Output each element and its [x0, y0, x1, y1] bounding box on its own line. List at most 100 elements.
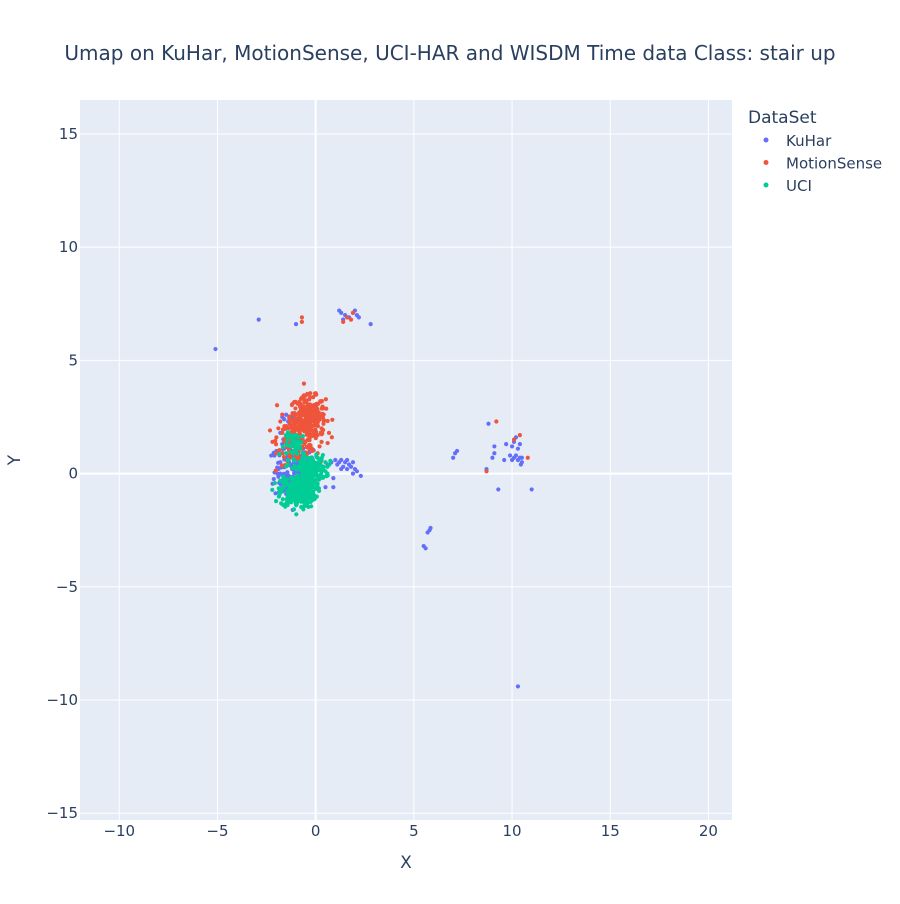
uci-point: [297, 459, 303, 464]
kuhar-point: [507, 453, 513, 458]
uci-point: [289, 437, 295, 442]
motionsense-point: [280, 412, 285, 417]
motionsense-point: [279, 463, 284, 468]
uci-point: [323, 460, 328, 465]
motionsense-point: [274, 403, 280, 408]
kuhar-point: [515, 684, 521, 689]
uci-point: [312, 494, 318, 499]
uci-point: [301, 474, 306, 479]
motionsense-point: [309, 424, 314, 430]
motionsense-point: [306, 406, 311, 412]
motionsense-point: [311, 402, 317, 408]
motionsense-point: [307, 403, 312, 408]
uci-point: [270, 487, 275, 492]
uci-point: [289, 487, 294, 492]
uci-point: [280, 444, 286, 450]
kuhar-point: [504, 442, 509, 447]
motionsense-point: [329, 435, 334, 440]
uci-point: [292, 458, 297, 463]
plot-area: [80, 100, 732, 820]
motionsense-point: [525, 455, 530, 460]
kuhar-point: [256, 317, 261, 322]
uci-point: [276, 486, 281, 491]
motionsense-point: [287, 414, 292, 419]
motionsense-point: [307, 435, 312, 440]
uci-point: [285, 489, 290, 494]
uci-point: [303, 502, 308, 507]
uci-point: [301, 461, 306, 466]
uci-point: [315, 455, 320, 460]
motionsense-point: [303, 424, 308, 429]
legend-label: MotionSense: [786, 155, 882, 173]
uci-point: [316, 486, 321, 491]
kuhar-point: [513, 453, 519, 458]
motionsense-point: [274, 435, 279, 440]
uci-point: [321, 464, 326, 469]
motionsense-point: [313, 411, 318, 417]
motionsense-point: [300, 427, 305, 432]
motionsense-point: [325, 440, 330, 446]
kuhar-point: [278, 471, 283, 476]
uci-point: [305, 455, 310, 460]
kuhar-point: [344, 457, 350, 463]
motionsense-point: [321, 412, 326, 417]
motionsense-point: [308, 391, 313, 396]
legend-title: DataSet: [748, 108, 817, 128]
motionsense-point: [319, 406, 324, 411]
uci-point: [294, 501, 300, 506]
uci-point: [299, 504, 304, 510]
motionsense-point: [273, 442, 279, 447]
uci-point: [289, 496, 294, 502]
motionsense-point: [293, 399, 298, 405]
kuhar-point: [368, 322, 373, 327]
kuhar-point: [331, 485, 336, 490]
motionsense-point: [511, 437, 517, 442]
y-axis-title: Y: [5, 454, 25, 466]
motionsense-point: [302, 419, 307, 424]
uci-point: [302, 481, 307, 486]
kuhar-point: [339, 457, 344, 463]
motionsense-point: [299, 319, 305, 324]
uci-point: [317, 462, 322, 467]
uci-point: [291, 448, 297, 454]
uci-point: [311, 489, 316, 494]
motionsense-point: [297, 428, 302, 433]
kuhar-point: [517, 442, 523, 447]
motionsense-point: [276, 426, 281, 431]
uci-point: [300, 434, 306, 439]
uci-point: [315, 466, 320, 472]
kuhar-point: [348, 464, 354, 469]
legend-marker: [763, 182, 769, 188]
kuhar-point: [492, 451, 497, 456]
legend-label: KuHar: [786, 132, 832, 150]
kuhar-point: [350, 460, 356, 465]
uci-point: [316, 477, 321, 482]
kuhar-point: [213, 346, 218, 352]
motionsense-point: [322, 418, 327, 423]
motionsense-point: [280, 430, 285, 435]
legend-label: UCI: [786, 177, 812, 195]
kuhar-point: [519, 455, 524, 460]
uci-point: [315, 481, 320, 486]
kuhar-point: [333, 457, 338, 463]
kuhar-point: [529, 487, 534, 492]
motionsense-point: [323, 397, 328, 402]
uci-point: [284, 497, 289, 502]
legend-items: KuHar MotionSense UCI: [763, 132, 882, 195]
uci-point: [309, 456, 314, 461]
kuhar-point: [519, 460, 524, 465]
kuhar-point: [428, 525, 433, 531]
uci-point: [309, 504, 314, 509]
uci-point: [280, 497, 285, 502]
kuhar-point: [486, 421, 491, 426]
motionsense-point: [325, 418, 330, 424]
kuhar-point: [356, 315, 361, 320]
motionsense-point: [297, 399, 302, 405]
uci-point: [300, 470, 305, 475]
uci-point: [328, 458, 333, 463]
motionsense-point: [311, 428, 316, 433]
kuhar-point: [331, 476, 336, 481]
motionsense-point: [305, 410, 310, 415]
uci-point: [289, 479, 295, 484]
kuhar-point: [339, 310, 344, 315]
